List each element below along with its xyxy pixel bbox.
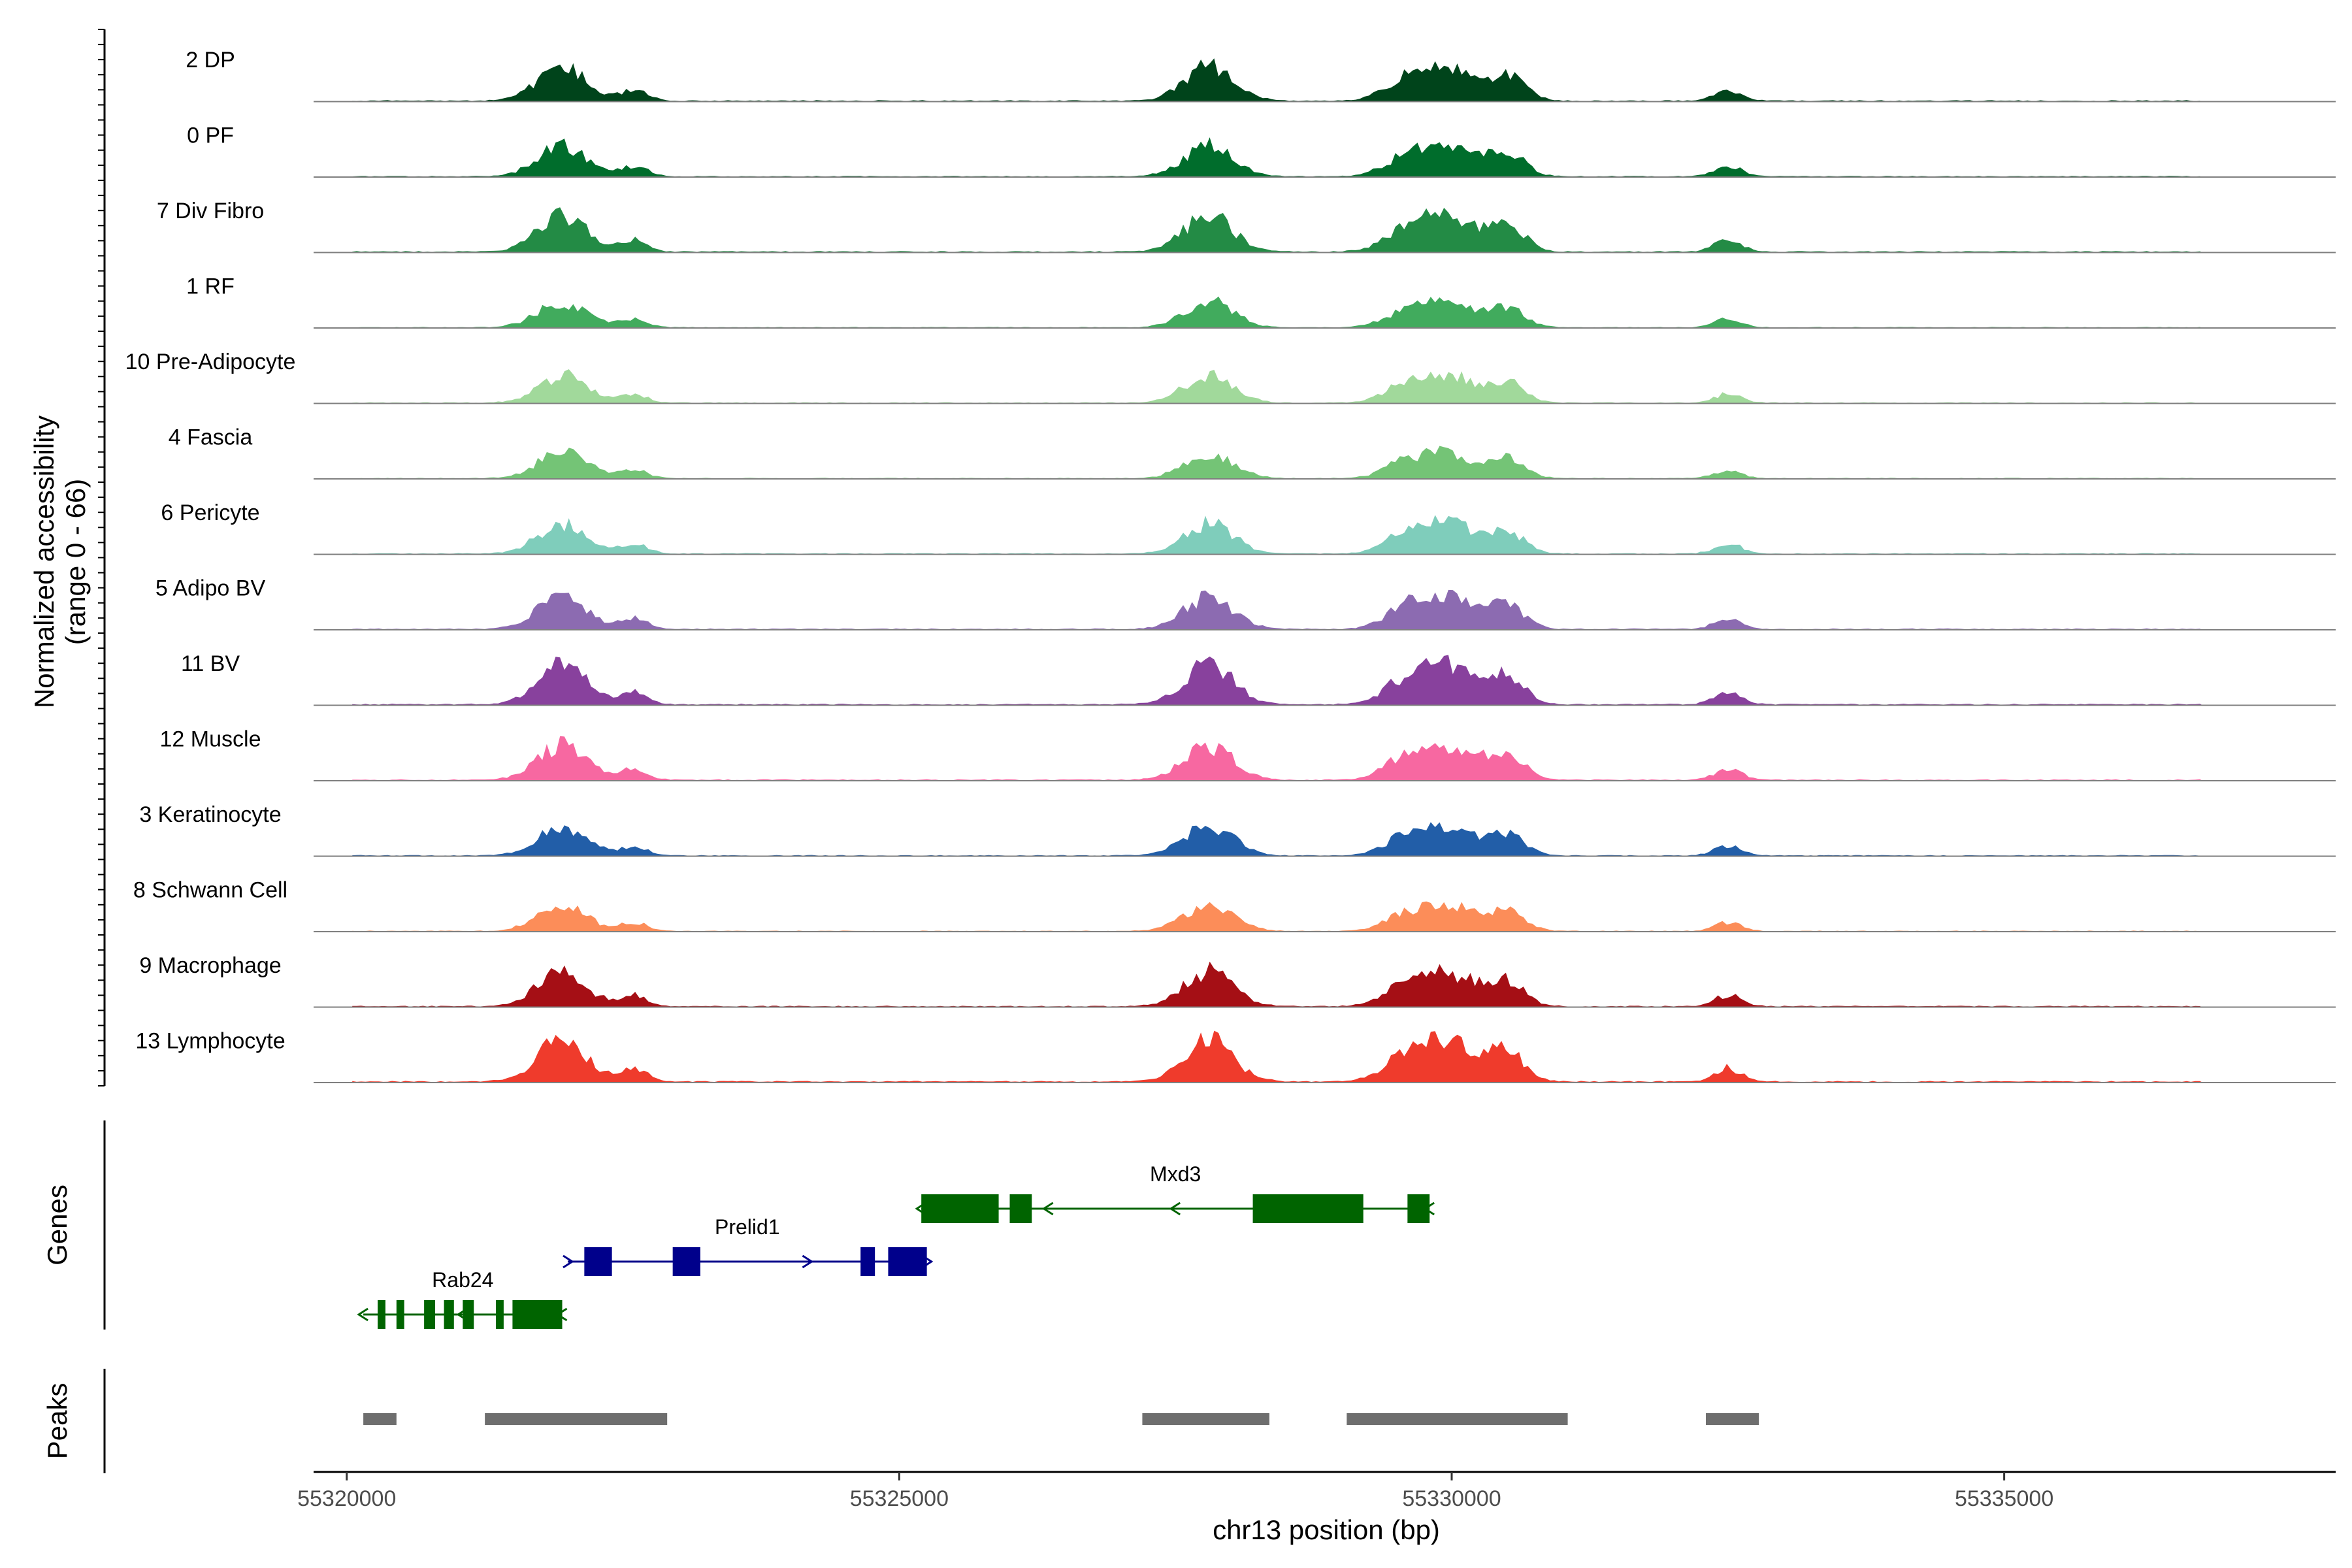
track-1: 2 DP <box>186 48 2336 103</box>
x-tick-label: 55325000 <box>850 1486 949 1511</box>
gene-exon <box>396 1300 404 1329</box>
track-area <box>352 369 2204 404</box>
track-area <box>352 515 2204 555</box>
gene-exon <box>463 1300 474 1329</box>
track-area <box>352 137 2204 177</box>
gene-name: Mxd3 <box>1150 1162 1201 1186</box>
track-area <box>352 822 2204 857</box>
gene-exon <box>921 1194 999 1223</box>
track-4: 1 RF <box>186 274 2336 329</box>
track-area <box>352 296 2204 328</box>
x-tick-label: 55335000 <box>1955 1486 2053 1511</box>
gene-exon <box>1407 1194 1430 1223</box>
track-area <box>352 446 2204 479</box>
peak-region <box>1705 1413 1759 1425</box>
track-6: 4 Fascia <box>169 425 2336 480</box>
gene-exon <box>1252 1194 1364 1223</box>
gene-exon <box>378 1300 385 1329</box>
gene-rab24: Rab24 <box>357 1268 568 1329</box>
peak-region <box>1142 1413 1269 1425</box>
gene-exon <box>860 1247 875 1276</box>
x-tick-label: 55320000 <box>297 1486 396 1511</box>
peak-region <box>363 1413 397 1425</box>
genes-panel: Genes Mxd3 Prelid1 Rab24 <box>42 1120 1435 1330</box>
track-3: 7 Div Fibro <box>157 199 2336 253</box>
track-13: 9 Macrophage <box>139 953 2336 1008</box>
track-14: 13 Lymphocyte <box>135 1029 2336 1083</box>
track-label: 7 Div Fibro <box>157 199 264 223</box>
track-7: 6 Pericyte <box>161 500 2336 555</box>
track-2: 0 PF <box>187 123 2336 178</box>
gene-exon <box>444 1300 454 1329</box>
y-axis-label-line1: Normalized accessibility <box>29 416 59 708</box>
gene-name: Prelid1 <box>715 1215 780 1239</box>
track-label: 1 RF <box>186 274 235 299</box>
track-area <box>352 58 2204 102</box>
peaks-label: Peaks <box>42 1383 73 1460</box>
track-label: 9 Macrophage <box>139 953 281 978</box>
track-area <box>352 1030 2204 1083</box>
track-area <box>352 901 2204 932</box>
gene-exon <box>512 1300 563 1329</box>
track-11: 3 Keratinocyte <box>139 802 2336 857</box>
track-label: 5 Adipo BV <box>155 576 266 601</box>
track-label: 10 Pre-Adipocyte <box>125 350 296 374</box>
track-label: 2 DP <box>186 48 235 73</box>
y-axis-label-line2: (range 0 - 66) <box>60 479 91 645</box>
x-axis: 55320000 55325000 55330000 55335000 <box>297 1471 2336 1511</box>
track-label: 6 Pericyte <box>161 500 259 525</box>
gene-exon <box>424 1300 436 1329</box>
track-area <box>352 961 2204 1007</box>
gene-exon <box>672 1247 700 1276</box>
track-label: 3 Keratinocyte <box>139 802 281 827</box>
track-label: 8 Schwann Cell <box>133 878 287 903</box>
strand-arrow <box>1169 1201 1181 1216</box>
track-label: 4 Fascia <box>169 425 253 450</box>
genes-label: Genes <box>42 1184 73 1266</box>
gene-exon <box>496 1300 504 1329</box>
track-label: 12 Muscle <box>160 727 261 752</box>
peak-region <box>1347 1413 1568 1425</box>
track-label: 13 Lymphocyte <box>135 1029 285 1054</box>
track-10: 12 Muscle <box>160 727 2336 781</box>
track-area <box>352 655 2204 706</box>
strand-arrow <box>357 1307 368 1322</box>
track-8: 5 Adipo BV <box>155 576 2336 630</box>
track-12: 8 Schwann Cell <box>133 878 2336 932</box>
track-label: 11 BV <box>181 651 240 676</box>
track-area <box>352 589 2204 630</box>
gene-prelid1: Prelid1 <box>563 1215 934 1276</box>
track-area <box>352 207 2204 253</box>
gene-exon <box>584 1247 612 1276</box>
track-label: 0 PF <box>187 123 234 148</box>
track-5: 10 Pre-Adipocyte <box>125 350 2336 404</box>
gene-name: Rab24 <box>432 1268 493 1292</box>
gene-exon <box>893 1247 927 1276</box>
strand-arrow <box>802 1254 814 1269</box>
track-area <box>352 736 2204 781</box>
peak-region <box>485 1413 668 1425</box>
gene-exon <box>1009 1194 1032 1223</box>
peaks-panel: Peaks <box>42 1369 1759 1473</box>
x-tick-label: 55330000 <box>1402 1486 1501 1511</box>
strand-arrow <box>1041 1201 1054 1216</box>
strand-arrow <box>563 1254 574 1269</box>
y-axis <box>98 29 106 1086</box>
x-axis-label: chr13 position (bp) <box>1213 1514 1440 1545</box>
gene-mxd3: Mxd3 <box>915 1162 1435 1223</box>
track-9: 11 BV <box>181 651 2336 706</box>
coverage-tracks: 2 DP 0 PF 7 Div Fibro 1 RF 10 Pre-Adipocyte 4… <box>125 48 2336 1083</box>
